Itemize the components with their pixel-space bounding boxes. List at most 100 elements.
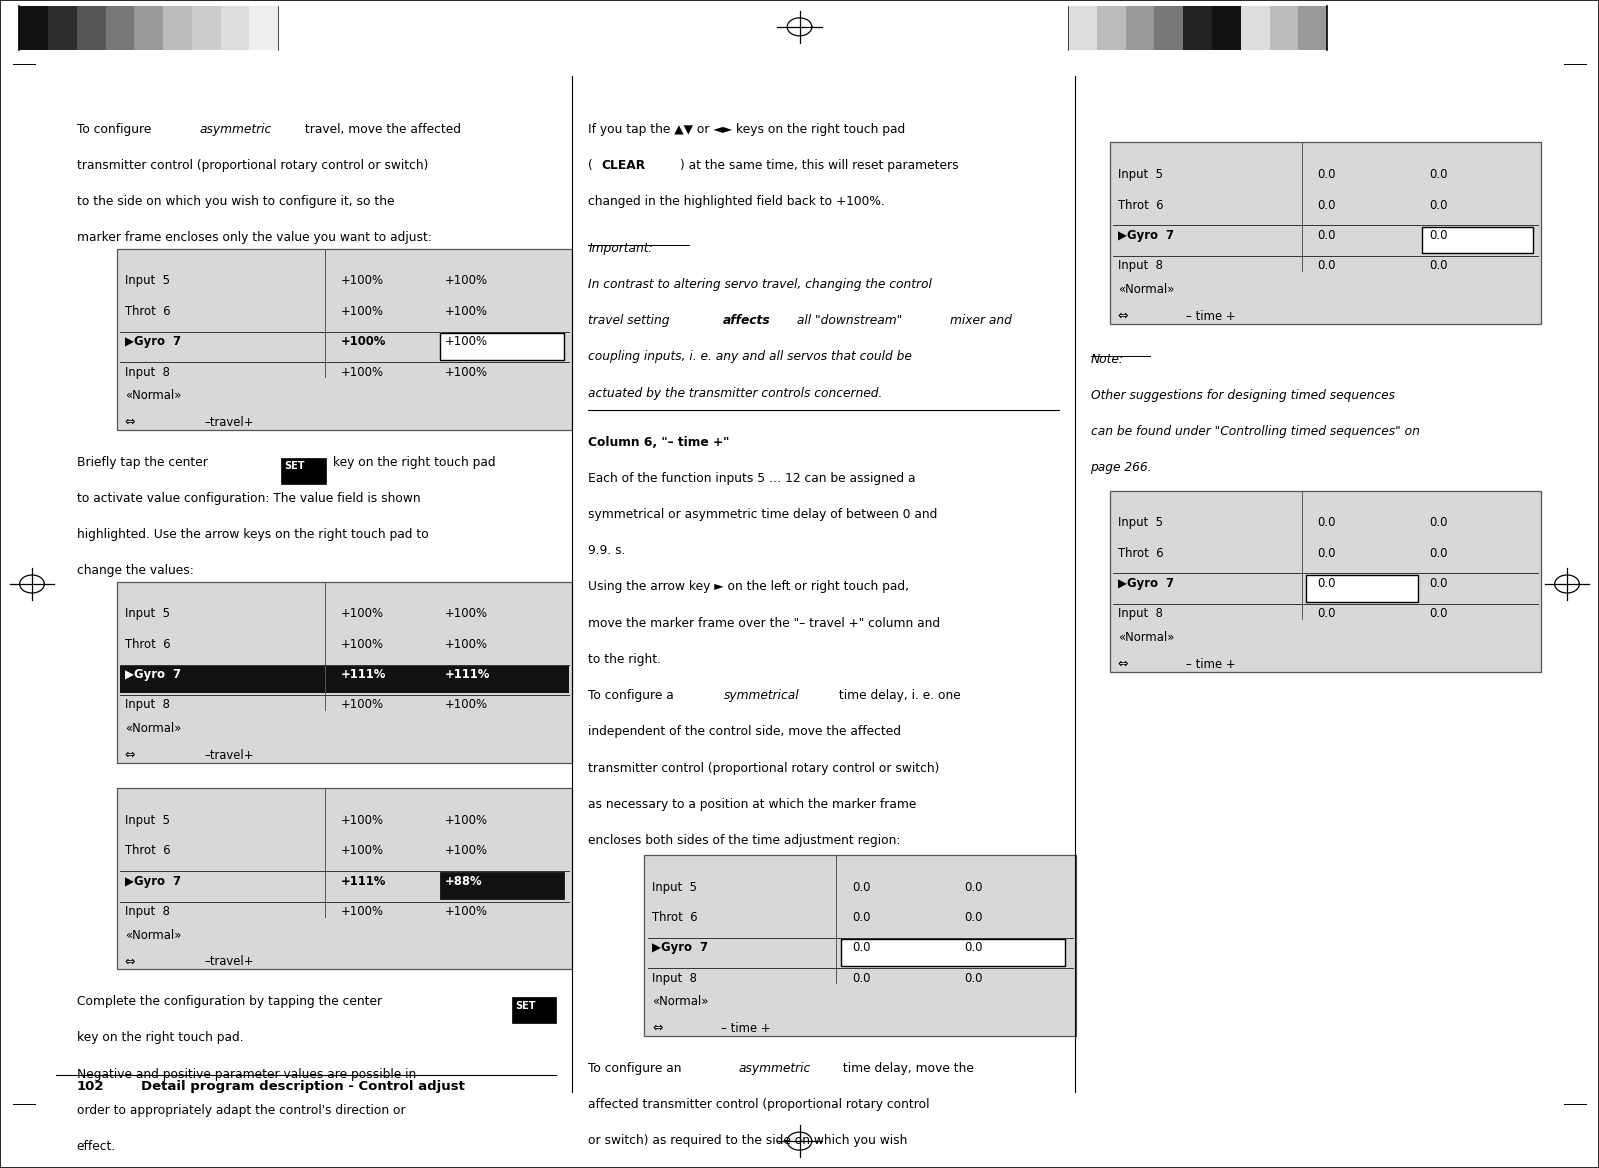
Bar bbox=[163, 6, 192, 50]
Text: To configure an: To configure an bbox=[588, 1062, 686, 1075]
Text: changed in the highlighted field back to +100%.: changed in the highlighted field back to… bbox=[588, 195, 886, 208]
Text: ⇔: ⇔ bbox=[1118, 658, 1129, 670]
Bar bbox=[1154, 6, 1183, 50]
Text: ▶Gyro  7: ▶Gyro 7 bbox=[125, 335, 181, 348]
Text: 0.0: 0.0 bbox=[1430, 199, 1449, 211]
Text: highlighted. Use the arrow keys on the right touch pad to: highlighted. Use the arrow keys on the r… bbox=[77, 528, 429, 541]
Text: marker frame encloses only the value you want to adjust:: marker frame encloses only the value you… bbox=[77, 231, 432, 244]
Text: ⇔: ⇔ bbox=[125, 416, 136, 429]
Text: +100%: +100% bbox=[445, 814, 488, 827]
Text: effect.: effect. bbox=[77, 1140, 117, 1153]
Text: (: ( bbox=[588, 159, 593, 172]
Text: In contrast to altering servo travel, changing the control: In contrast to altering servo travel, ch… bbox=[588, 278, 932, 291]
Text: Throt  6: Throt 6 bbox=[125, 844, 171, 857]
Bar bbox=[192, 6, 221, 50]
Text: or switch) as required to the side on which you wish: or switch) as required to the side on wh… bbox=[588, 1134, 908, 1147]
Text: 0.0: 0.0 bbox=[852, 941, 871, 954]
Text: Note:: Note: bbox=[1091, 353, 1124, 366]
Text: 0.0: 0.0 bbox=[1430, 547, 1449, 559]
Text: Input  5: Input 5 bbox=[652, 881, 697, 894]
Text: +100%: +100% bbox=[445, 274, 488, 287]
Bar bbox=[1306, 575, 1418, 602]
Bar bbox=[1183, 6, 1212, 50]
Text: SET: SET bbox=[285, 461, 305, 472]
Text: Input  8: Input 8 bbox=[652, 972, 697, 985]
Text: Column 6, "– time +": Column 6, "– time +" bbox=[588, 436, 729, 449]
Text: Input  8: Input 8 bbox=[125, 905, 169, 918]
Bar bbox=[1110, 142, 1541, 324]
Text: 0.0: 0.0 bbox=[964, 941, 983, 954]
Text: time delay, i. e. one: time delay, i. e. one bbox=[835, 689, 961, 702]
Text: +100%: +100% bbox=[341, 366, 384, 378]
Text: key on the right touch pad: key on the right touch pad bbox=[329, 456, 496, 468]
Text: Input  5: Input 5 bbox=[1118, 168, 1162, 181]
Text: +100%: +100% bbox=[445, 607, 488, 620]
Bar bbox=[281, 458, 326, 484]
Text: time delay, move the: time delay, move the bbox=[839, 1062, 974, 1075]
Bar bbox=[117, 582, 572, 763]
Text: «Normal»: «Normal» bbox=[652, 995, 708, 1008]
Text: symmetrical: symmetrical bbox=[724, 689, 800, 702]
Text: Input  8: Input 8 bbox=[1118, 259, 1162, 272]
Text: Input  8: Input 8 bbox=[125, 698, 169, 711]
Bar bbox=[117, 788, 572, 969]
Text: 0.0: 0.0 bbox=[1318, 547, 1337, 559]
Text: +100%: +100% bbox=[445, 305, 488, 318]
Text: 0.0: 0.0 bbox=[1318, 516, 1337, 529]
Text: key on the right touch pad.: key on the right touch pad. bbox=[77, 1031, 243, 1044]
Text: – time +: – time + bbox=[1186, 658, 1236, 670]
Text: to the side on which you wish to configure it, so the: to the side on which you wish to configu… bbox=[77, 195, 395, 208]
Text: Other suggestions for designing timed sequences: Other suggestions for designing timed se… bbox=[1091, 389, 1394, 402]
Text: CLEAR: CLEAR bbox=[601, 159, 646, 172]
Text: Throt  6: Throt 6 bbox=[125, 305, 171, 318]
Text: Input  5: Input 5 bbox=[125, 607, 169, 620]
Bar bbox=[221, 6, 249, 50]
Text: Input  5: Input 5 bbox=[1118, 516, 1162, 529]
Text: asymmetric: asymmetric bbox=[739, 1062, 811, 1075]
Text: 0.0: 0.0 bbox=[852, 881, 871, 894]
Text: –travel+: –travel+ bbox=[205, 749, 254, 762]
Text: to activate value configuration: The value field is shown: to activate value configuration: The val… bbox=[77, 492, 421, 505]
Text: as necessary to a position at which the marker frame: as necessary to a position at which the … bbox=[588, 798, 916, 811]
Text: Throt  6: Throt 6 bbox=[125, 638, 171, 651]
Bar bbox=[134, 6, 163, 50]
Text: transmitter control (proportional rotary control or switch): transmitter control (proportional rotary… bbox=[77, 159, 429, 172]
Bar bbox=[249, 6, 278, 50]
Text: Input  8: Input 8 bbox=[1118, 607, 1162, 620]
Text: +88%: +88% bbox=[445, 875, 483, 888]
Text: ▶Gyro  7: ▶Gyro 7 bbox=[1118, 577, 1174, 590]
Text: – time +: – time + bbox=[1186, 310, 1236, 322]
Text: «Normal»: «Normal» bbox=[125, 389, 181, 402]
Text: +100%: +100% bbox=[445, 905, 488, 918]
Text: 0.0: 0.0 bbox=[964, 881, 983, 894]
Text: ▶Gyro  7: ▶Gyro 7 bbox=[652, 941, 708, 954]
Text: +100%: +100% bbox=[445, 844, 488, 857]
Bar bbox=[1241, 6, 1270, 50]
Text: affected transmitter control (proportional rotary control: affected transmitter control (proportion… bbox=[588, 1098, 931, 1111]
Text: Negative and positive parameter values are possible in: Negative and positive parameter values a… bbox=[77, 1068, 416, 1080]
Text: asymmetric: asymmetric bbox=[200, 123, 272, 135]
Text: Throt  6: Throt 6 bbox=[1118, 547, 1164, 559]
Bar bbox=[106, 6, 134, 50]
Text: ) at the same time, this will reset parameters: ) at the same time, this will reset para… bbox=[680, 159, 958, 172]
Text: +100%: +100% bbox=[341, 844, 384, 857]
Text: +111%: +111% bbox=[341, 875, 385, 888]
Text: 0.0: 0.0 bbox=[1430, 577, 1449, 590]
Text: page 266.: page 266. bbox=[1091, 461, 1151, 474]
Text: encloses both sides of the time adjustment region:: encloses both sides of the time adjustme… bbox=[588, 834, 900, 847]
Text: independent of the control side, move the affected: independent of the control side, move th… bbox=[588, 725, 902, 738]
Text: Input  8: Input 8 bbox=[125, 366, 169, 378]
Text: Using the arrow key ► on the left or right touch pad,: Using the arrow key ► on the left or rig… bbox=[588, 580, 910, 593]
Bar bbox=[644, 855, 1076, 1036]
Text: ▶Gyro  7: ▶Gyro 7 bbox=[1118, 229, 1174, 242]
Text: +111%: +111% bbox=[445, 668, 489, 681]
Text: –travel+: –travel+ bbox=[205, 416, 254, 429]
Bar bbox=[1212, 6, 1241, 50]
Bar bbox=[512, 997, 556, 1023]
Text: +100%: +100% bbox=[445, 335, 488, 348]
Text: all "downstream": all "downstream" bbox=[793, 314, 907, 327]
Text: Input  5: Input 5 bbox=[125, 814, 169, 827]
Text: ⇔: ⇔ bbox=[125, 955, 136, 968]
Bar bbox=[1422, 227, 1533, 253]
Text: 0.0: 0.0 bbox=[852, 972, 871, 985]
